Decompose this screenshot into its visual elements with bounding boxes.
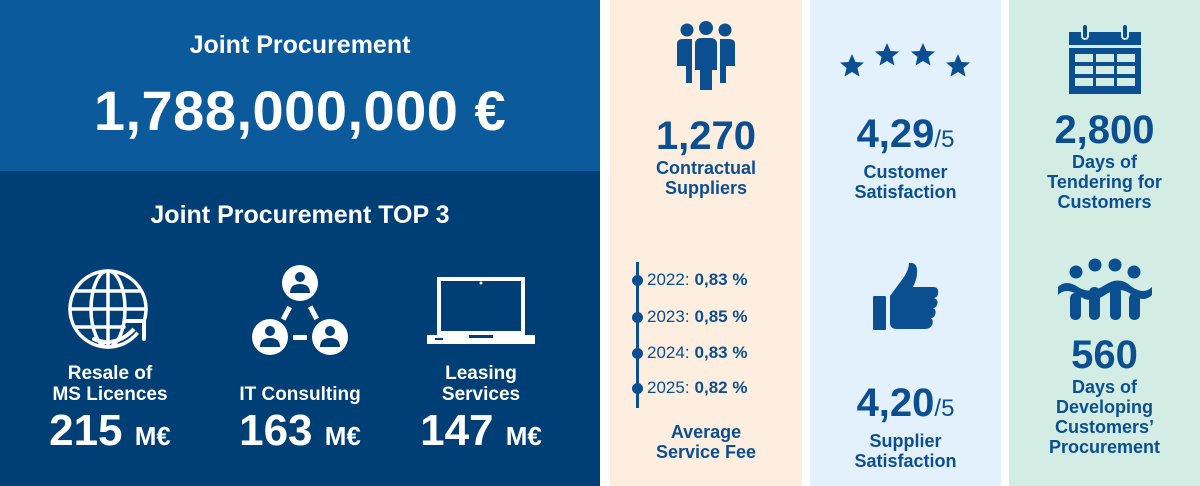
supplier-satisfaction-block: 4,20/5 Supplier Satisfaction: [810, 263, 1001, 471]
service-fee-entry: 2023: 0,85 %: [632, 306, 747, 328]
developing-days-label: Days of Developing Customers’ Procuremen…: [1048, 377, 1161, 457]
service-fee-entry: 2024: 0,83 %: [632, 342, 747, 364]
satisfaction-column: 4,29/5 Customer Satisfaction 4,20/5 Supp…: [810, 0, 1001, 486]
top3-panel: Joint Procurement TOP 3 Resale of MS Lic…: [0, 171, 600, 486]
joint-procurement-panel: Joint Procurement 1,788,000,000 €: [0, 0, 600, 171]
suppliers-label: Contractual Suppliers: [655, 158, 756, 198]
top3-title: Joint Procurement TOP 3: [150, 201, 450, 229]
timeline-dot-icon: [632, 382, 643, 394]
top3-item-value: 147 M€: [420, 406, 542, 455]
supplier-satisfaction-score: 4,20/5: [856, 381, 955, 425]
supplier-satisfaction-label: Supplier Satisfaction: [854, 431, 957, 471]
joint-procurement-amount: 1,788,000,000 €: [93, 79, 507, 142]
top3-item-value: 215 M€: [49, 406, 171, 455]
service-fee-timeline: 2022: 0,83 % 2023: 0,85 % 2024: 0,83 % 2…: [632, 262, 802, 408]
customer-satisfaction-block: 4,29/5 Customer Satisfaction: [810, 40, 1001, 202]
days-column: 2,800 Days of Tendering for Customers 56…: [1009, 0, 1200, 486]
customer-satisfaction-label: Customer Satisfaction: [854, 162, 957, 202]
tendering-days-label: Days of Tendering for Customers: [1047, 152, 1162, 212]
service-fee-label: Average Service Fee: [655, 422, 757, 462]
top3-item-label: Leasing Services: [441, 363, 521, 405]
tendering-days-block: 2,800 Days of Tendering for Customers: [1009, 24, 1200, 212]
joint-procurement-title: Joint Procurement: [189, 31, 411, 59]
thumbs-up-icon: [810, 263, 1001, 333]
timeline-dot-icon: [632, 274, 643, 286]
service-fee-entry: 2022: 0,83 %: [632, 269, 747, 291]
suppliers-fee-column: 1,270 Contractual Suppliers 2022: 0,83 %…: [610, 0, 802, 486]
top3-item-ms-licences: Resale of MS Licences 215 M€: [10, 261, 210, 460]
timeline-dot-icon: [632, 347, 643, 359]
top3-item-leasing-services: Leasing Services 147 M€: [381, 261, 581, 460]
suppliers-block: 1,270 Contractual Suppliers: [610, 20, 802, 198]
top3-item-label: Resale of MS Licences: [52, 363, 168, 405]
developing-days-block: 560 Days of Developing Customers’ Procur…: [1009, 257, 1200, 457]
group-people-icon: [610, 20, 802, 92]
timeline-dot-icon: [632, 311, 643, 323]
laptop-icon: [381, 261, 581, 361]
timeline-line: [636, 262, 639, 408]
tendering-days-value: 2,800: [1054, 108, 1155, 152]
top3-item-it-consulting: IT Consulting 163 M€: [200, 261, 400, 460]
top3-item-label: IT Consulting: [239, 384, 361, 405]
top3-item-value: 163 M€: [239, 406, 361, 455]
calendar-icon: [1009, 24, 1200, 94]
people-network-icon: [200, 261, 400, 361]
suppliers-count: 1,270: [655, 114, 757, 158]
customer-satisfaction-score: 4,29/5: [856, 112, 955, 156]
developing-days-value: 560: [1071, 333, 1138, 377]
service-fee-entry: 2025: 0,82 %: [632, 377, 747, 399]
four-stars-icon: [810, 40, 1001, 80]
globe-arrow-icon: [10, 261, 210, 361]
linked-people-icon: [1009, 257, 1200, 321]
